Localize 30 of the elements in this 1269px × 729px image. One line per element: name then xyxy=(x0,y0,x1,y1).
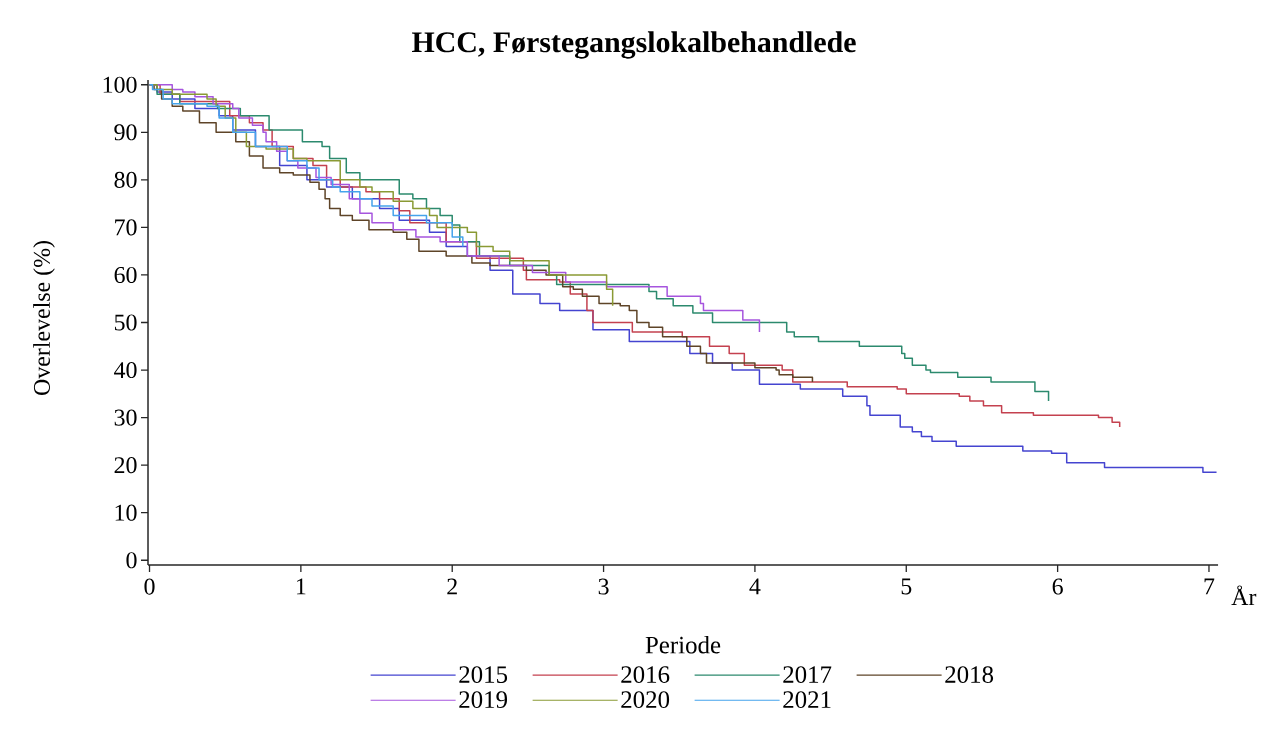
y-tick-label: 0 xyxy=(126,552,137,569)
x-axis-title: År xyxy=(1231,585,1257,605)
x-tick-label: 0 xyxy=(144,578,155,595)
x-tick-label: 2 xyxy=(447,578,457,595)
y-tick-label: 90 xyxy=(114,124,137,141)
y-tick-label: 40 xyxy=(114,361,137,379)
x-tick-label: 3 xyxy=(598,578,609,595)
y-axis-title: Overlevelse (%) xyxy=(33,241,55,396)
legend-label: 2016 xyxy=(621,666,670,683)
y-tick-label: 50 xyxy=(114,314,137,331)
x-tick-label: 1 xyxy=(296,578,306,595)
y-tick-label: 100 xyxy=(103,76,137,93)
legend-label: 2015 xyxy=(459,666,508,683)
legend-label: 2021 xyxy=(783,691,831,709)
y-tick-label: 30 xyxy=(114,409,137,426)
legend-label: 2017 xyxy=(783,666,832,683)
legend-label: 2020 xyxy=(621,691,670,709)
x-tick-label: 7 xyxy=(1204,578,1215,595)
y-tick-label: 20 xyxy=(114,457,137,474)
chart-title: HCC, Førstegangslokalbehandlede xyxy=(412,31,856,59)
y-tick-label: 70 xyxy=(115,219,137,236)
y-tick-label: 60 xyxy=(114,266,137,284)
x-tick-label: 5 xyxy=(901,578,912,595)
y-tick-label: 10 xyxy=(115,504,137,521)
legend-title: Periode xyxy=(645,635,721,654)
x-tick-label: 4 xyxy=(749,578,761,595)
x-tick-label: 6 xyxy=(1052,578,1063,595)
y-tick-label: 80 xyxy=(114,171,137,188)
legend-label: 2019 xyxy=(459,691,508,709)
legend-label: 2018 xyxy=(945,666,994,683)
